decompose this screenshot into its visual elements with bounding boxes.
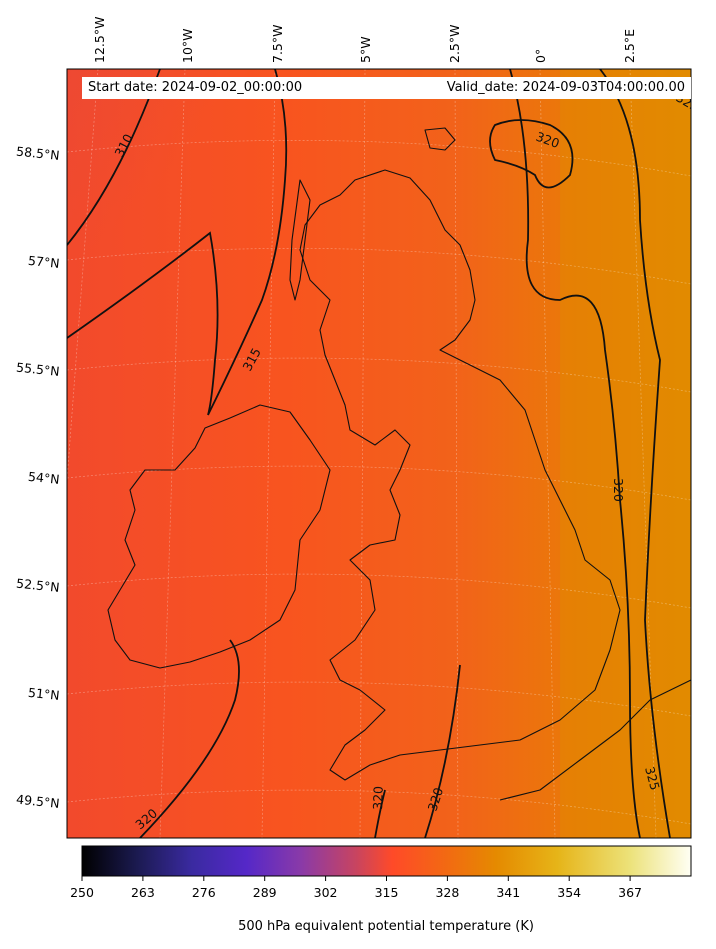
lat-label: 55.5°N: [15, 360, 60, 379]
warm-region-east: [560, 69, 691, 838]
lat-label: 49.5°N: [15, 792, 60, 811]
longitude-labels: 12.5°W 10°W 7.5°W 5°W 2.5°W 0° 2.5°E: [92, 17, 637, 63]
colorbar-tick-label: 276: [192, 885, 216, 900]
colorbar-tick-label: 341: [496, 885, 520, 900]
contour-320-north: [489, 119, 574, 189]
contours: [67, 69, 671, 838]
colorbar-tick-label: 367: [618, 885, 642, 900]
lon-label: 12.5°W: [92, 17, 107, 63]
colorbar-tick-label: 354: [557, 885, 581, 900]
lat-label: 58.5°N: [15, 144, 60, 163]
ireland-coast: [107, 404, 331, 669]
contour-label: 320: [611, 478, 626, 502]
lat-label: 57°N: [27, 253, 60, 271]
colorbar-tick-label: 263: [131, 885, 155, 900]
map-panel: 310 315 320 320 320 320 320 325 325: [67, 69, 691, 838]
contour-label: 320: [370, 786, 386, 810]
lat-label: 54°N: [27, 469, 60, 487]
colorbar-tick-label: 328: [435, 885, 459, 900]
coastlines: [107, 127, 691, 801]
graticule: [67, 69, 691, 838]
colorbar-ticks: 250 263 276 289 302 315 328 341 354 367: [70, 876, 642, 900]
colorbar-tick-label: 250: [70, 885, 94, 900]
lon-label: 2.5°E: [622, 29, 637, 63]
contour-label: 320: [425, 786, 447, 813]
colorbar-tick-label: 315: [375, 885, 399, 900]
contour-320-east: [509, 69, 641, 838]
hebrides-coast: [289, 179, 311, 301]
start-date-label: Start date: 2024-09-02_00:00:00: [88, 80, 303, 95]
cold-region-nw: [67, 69, 297, 339]
lat-label: 52.5°N: [15, 576, 60, 595]
colorbar-tick-label: 302: [314, 885, 338, 900]
lat-label: 51°N: [27, 685, 60, 703]
map-frame: [66, 68, 692, 839]
contour-315: [67, 69, 288, 416]
france-coast: [499, 679, 691, 801]
lon-label: 2.5°W: [447, 25, 462, 64]
contour-label: 325: [642, 765, 663, 792]
lon-label: 7.5°W: [270, 25, 285, 64]
colorbar-gradient: [81, 845, 692, 877]
contour-320-south-a: [374, 789, 386, 838]
colorbar-title: 500 hPa equivalent potential temperature…: [238, 919, 534, 934]
lon-label: 5°W: [358, 36, 373, 63]
valid-date-label: Valid_date: 2024-09-03T04:00:00.00: [446, 80, 685, 95]
colorbar-tick-label: 289: [253, 885, 277, 900]
contour-325: [599, 69, 671, 838]
lon-label: 10°W: [180, 28, 195, 63]
great-britain-coast: [299, 169, 621, 781]
contour-320-south-b: [424, 664, 461, 838]
orkney-coast: [424, 127, 456, 151]
lon-label: 0°: [533, 49, 548, 63]
date-info-box: Start date: 2024-09-02_00:00:00 Valid_da…: [82, 77, 691, 99]
contour-320-southwest: [139, 639, 240, 838]
latitude-labels: 58.5°N 57°N 55.5°N 54°N 52.5°N 51°N 49.5…: [15, 144, 60, 811]
colorbar: 250 263 276 289 302 315 328 341 354 367: [70, 845, 692, 900]
